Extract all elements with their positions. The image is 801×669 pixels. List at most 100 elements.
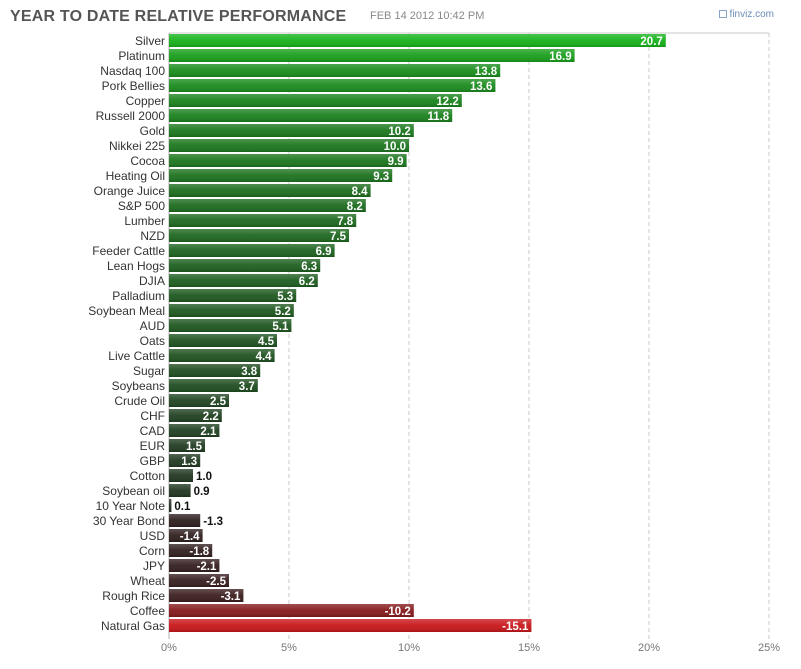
- bar-row[interactable]: Platinum 16.9: [118, 49, 575, 63]
- bar-row[interactable]: Rough Rice -3.1: [102, 589, 244, 603]
- category-label: USD: [140, 529, 166, 543]
- page-title: YEAR TO DATE RELATIVE PERFORMANCE: [10, 8, 347, 25]
- bar-row[interactable]: Wheat -2.5: [130, 574, 229, 588]
- brand-icon: [718, 10, 727, 19]
- category-label: Rough Rice: [102, 589, 165, 603]
- value-label: 0.1: [174, 501, 191, 513]
- category-label: GBP: [140, 454, 165, 468]
- bar-shading: [169, 184, 371, 197]
- bar-row[interactable]: Corn -1.8: [139, 544, 213, 558]
- category-label: Soybean oil: [102, 484, 165, 498]
- bar-shading: [169, 484, 191, 497]
- category-label: EUR: [140, 439, 166, 453]
- bar-shading: [169, 439, 205, 452]
- bar-row[interactable]: Russell 2000 11.8: [96, 109, 453, 123]
- bar-shading: [169, 604, 414, 617]
- value-label: 2.1: [200, 426, 217, 438]
- category-label: Silver: [135, 34, 165, 48]
- category-label: Cocoa: [130, 154, 165, 168]
- bar-shading: [169, 274, 318, 287]
- bar-row[interactable]: Cotton 1.0: [130, 469, 212, 483]
- value-label: 5.3: [277, 291, 293, 303]
- category-label: Russell 2000: [96, 109, 166, 123]
- bar-row[interactable]: Natural Gas -15.1: [101, 619, 532, 633]
- category-label: CAD: [140, 424, 166, 438]
- bar-row[interactable]: Coffee -10.2: [130, 604, 414, 618]
- bar-row[interactable]: Soybean Meal 5.2: [88, 304, 294, 318]
- bar-shading: [169, 319, 292, 332]
- bar-row[interactable]: Soybeans 3.7: [112, 379, 258, 393]
- bar-row[interactable]: Silver 20.7: [135, 34, 666, 48]
- value-label: 20.7: [640, 36, 662, 48]
- bar-shading: [169, 124, 414, 137]
- bar-shading: [169, 49, 575, 62]
- bar-row[interactable]: 10 Year Note 0.1: [96, 499, 191, 513]
- value-label: 6.9: [316, 246, 332, 258]
- x-tick-label: 20%: [638, 642, 660, 654]
- bar-shading: [169, 109, 453, 122]
- bar-shading: [169, 619, 532, 632]
- value-label: 13.6: [470, 81, 492, 93]
- bar-row[interactable]: Feeder Cattle 6.9: [92, 244, 335, 258]
- category-label: Soybeans: [112, 379, 165, 393]
- bar-row[interactable]: S&P 500 8.2: [118, 199, 366, 213]
- bar-row[interactable]: Lumber 7.8: [124, 214, 357, 228]
- bar-row[interactable]: 30 Year Bond -1.3: [93, 514, 223, 528]
- category-label: Nikkei 225: [109, 139, 165, 153]
- bar-shading: [169, 334, 277, 347]
- bar-row[interactable]: AUD 5.1: [140, 319, 292, 333]
- bar-row[interactable]: Copper 12.2: [126, 94, 462, 108]
- bar-shading: [169, 394, 229, 407]
- bar-row[interactable]: Pork Bellies 13.6: [102, 79, 496, 93]
- bar-row[interactable]: Oats 4.5: [140, 334, 277, 348]
- bar-row[interactable]: Lean Hogs 6.3: [107, 259, 321, 273]
- category-label: Heating Oil: [106, 169, 165, 183]
- bar-shading: [169, 409, 222, 422]
- bar-shading: [169, 469, 193, 482]
- bar-row[interactable]: GBP 1.3: [140, 454, 201, 468]
- category-label: Lumber: [124, 214, 165, 228]
- category-label: Cotton: [130, 469, 165, 483]
- value-label: -1.8: [189, 546, 209, 558]
- value-label: 2.2: [203, 411, 219, 423]
- value-label: 2.5: [210, 396, 227, 408]
- bar-row[interactable]: Nikkei 225 10.0: [109, 139, 409, 153]
- category-label: Copper: [126, 94, 165, 108]
- bar-row[interactable]: Orange Juice 8.4: [94, 184, 371, 198]
- value-label: 7.5: [330, 231, 347, 243]
- value-label: -3.1: [221, 591, 241, 603]
- category-label: Live Cattle: [108, 349, 165, 363]
- value-label: -2.1: [197, 561, 217, 573]
- value-label: 7.8: [337, 216, 354, 228]
- bar-shading: [169, 244, 335, 257]
- bar-row[interactable]: NZD 7.5: [140, 229, 349, 243]
- category-label: Platinum: [118, 49, 165, 63]
- value-label: 0.9: [194, 486, 210, 498]
- value-label: 1.3: [181, 456, 197, 468]
- bar-row[interactable]: EUR 1.5: [140, 439, 205, 453]
- category-label: Feeder Cattle: [92, 244, 165, 258]
- bar-row[interactable]: Gold 10.2: [140, 124, 414, 138]
- bar-row[interactable]: DJIA 6.2: [139, 274, 318, 288]
- brand-link[interactable]: finviz.com: [718, 9, 774, 20]
- bar-row[interactable]: Nasdaq 100 13.8: [100, 64, 501, 78]
- x-tick-label: 15%: [518, 642, 540, 654]
- value-label: -1.3: [203, 516, 223, 528]
- bar-row[interactable]: Sugar 3.8: [133, 364, 261, 378]
- bar-row[interactable]: Soybean oil 0.9: [102, 484, 210, 498]
- bar-row[interactable]: Heating Oil 9.3: [106, 169, 393, 183]
- bar-row[interactable]: JPY -2.1: [143, 559, 220, 573]
- category-label: Palladium: [112, 289, 165, 303]
- value-label: 5.2: [275, 306, 291, 318]
- bar-row[interactable]: Cocoa 9.9: [130, 154, 407, 168]
- bar-row[interactable]: Palladium 5.3: [112, 289, 297, 303]
- bar-row[interactable]: USD -1.4: [140, 529, 203, 543]
- bar-row[interactable]: Crude Oil 2.5: [114, 394, 229, 408]
- category-label: AUD: [140, 319, 166, 333]
- bar-shading: [169, 169, 393, 182]
- bar-row[interactable]: CHF 2.2: [140, 409, 222, 423]
- value-label: 6.3: [301, 261, 317, 273]
- bar-row[interactable]: CAD 2.1: [140, 424, 220, 438]
- bar-row[interactable]: Live Cattle 4.4: [108, 349, 275, 363]
